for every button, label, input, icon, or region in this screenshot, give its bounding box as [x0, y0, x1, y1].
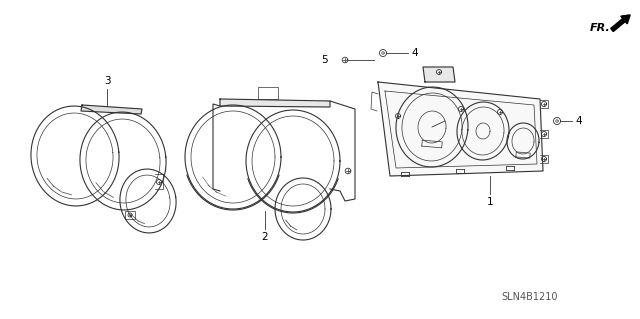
Polygon shape [423, 67, 455, 82]
Polygon shape [220, 99, 330, 107]
FancyArrow shape [611, 15, 630, 32]
Text: 5: 5 [321, 55, 328, 65]
Polygon shape [378, 82, 543, 176]
Text: FR.: FR. [590, 23, 611, 33]
Polygon shape [81, 105, 142, 114]
Text: SLN4B1210: SLN4B1210 [502, 292, 558, 302]
Text: 2: 2 [262, 232, 268, 242]
Text: 4: 4 [411, 48, 418, 58]
Text: 1: 1 [486, 197, 493, 207]
Text: 4: 4 [575, 116, 582, 126]
Text: 3: 3 [104, 76, 110, 86]
